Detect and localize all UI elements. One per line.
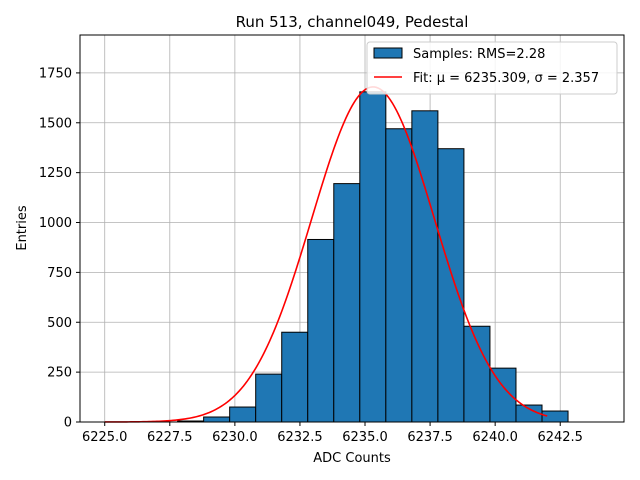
y-tick-label: 0 — [64, 416, 72, 431]
legend: Samples: RMS=2.28 Fit: μ = 6235.309, σ =… — [366, 41, 618, 95]
histogram-bar — [255, 373, 283, 423]
x-tick-label: 6232.5 — [277, 430, 323, 445]
histogram-bar — [307, 238, 335, 423]
plot-frame — [79, 34, 625, 423]
histogram-bar — [333, 183, 361, 423]
histogram-bar — [203, 416, 231, 423]
legend-fit-label: Fit: μ = 6235.309, σ = 2.357 — [413, 71, 599, 86]
legend-samples-label: Samples: RMS=2.28 — [413, 47, 545, 62]
y-tick-label: 750 — [47, 266, 72, 281]
x-axis-ticks: 6225.0 6227.5 6230.0 6232.5 6235.0 6237.5 6240… — [82, 422, 583, 445]
histogram-bar — [281, 331, 309, 423]
x-tick-label: 6225.0 — [82, 430, 128, 445]
x-axis-label: ADC Counts — [313, 451, 391, 466]
y-axis-ticks: 0 250 500 750 1000 1250 1500 1750 — [39, 66, 80, 431]
histogram-bar — [229, 406, 257, 423]
x-tick-label: 6237.5 — [407, 430, 453, 445]
legend-samples-swatch — [373, 47, 403, 59]
y-tick-label: 500 — [47, 316, 72, 331]
legend-box — [366, 41, 618, 95]
histogram-bar — [359, 91, 387, 423]
y-tick-label: 250 — [47, 366, 72, 381]
x-tick-label: 6235.0 — [342, 430, 388, 445]
y-axis-label: Entries — [15, 205, 30, 251]
y-tick-label: 1750 — [39, 66, 72, 81]
histogram-bar — [385, 128, 413, 423]
histogram-bar — [541, 410, 569, 423]
fit-curve — [104, 86, 548, 423]
y-tick-label: 1250 — [39, 166, 72, 181]
y-tick-label: 1000 — [39, 216, 72, 231]
y-tick-label: 1500 — [39, 116, 72, 131]
x-tick-label: 6242.5 — [537, 430, 583, 445]
histogram-bars — [177, 91, 569, 423]
chart-title: Run 513, channel049, Pedestal — [236, 13, 469, 31]
histogram-bar — [489, 367, 517, 423]
x-tick-label: 6230.0 — [212, 430, 258, 445]
x-tick-label: 6227.5 — [147, 430, 193, 445]
histogram-bar — [437, 148, 465, 423]
x-tick-label: 6240.0 — [472, 430, 518, 445]
